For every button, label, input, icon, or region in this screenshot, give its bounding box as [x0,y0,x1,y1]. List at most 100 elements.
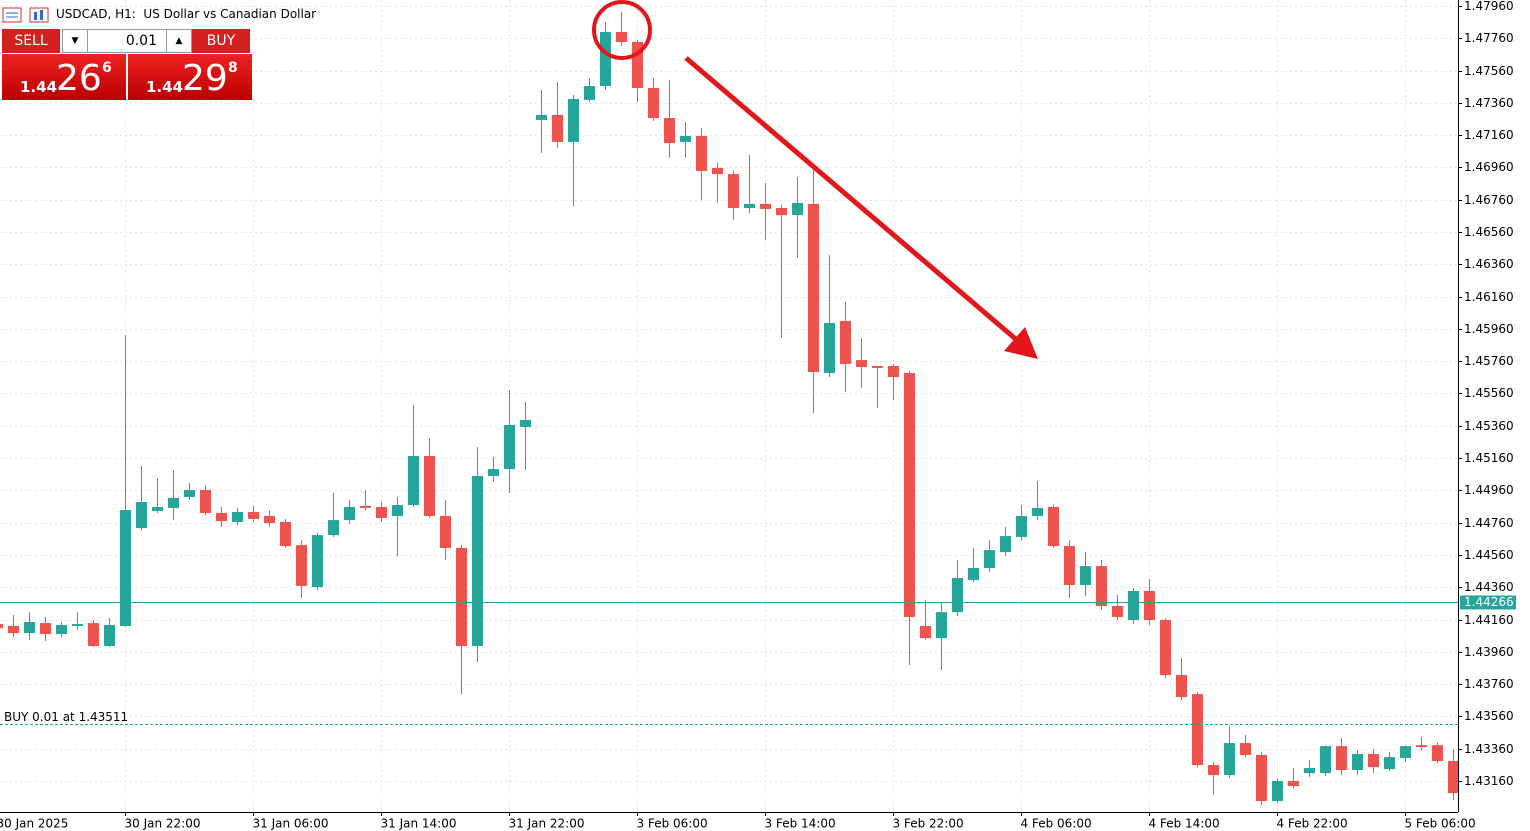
candle-body [648,87,659,119]
ask-big: 1.44 [146,78,184,96]
arrow-head [1004,327,1038,359]
candle-body [1064,546,1075,585]
candle-body [1336,746,1347,771]
candle-body [840,320,851,364]
icon-bar [40,10,43,20]
candle-body [104,625,115,647]
candle-body [88,623,99,647]
current-price-label: 1.44266 [1464,595,1514,609]
x-tick-label: 4 Feb 06:00 [1021,817,1092,831]
candle-body [1176,675,1187,698]
candle-body [712,167,723,175]
order-label: BUY 0.01 at 1.43511 [4,710,128,724]
candle-body [392,505,403,517]
candle-body [984,550,995,569]
candle-body [1000,536,1011,553]
candle-body [1016,516,1027,538]
ask-box[interactable]: 1.44 29 8 [128,54,252,100]
x-tick-label: 30 Jan 22:00 [125,817,201,831]
y-tick-label: 1.43760 [1464,677,1514,691]
candle-body [248,512,259,519]
y-tick-label: 1.43960 [1464,645,1514,659]
volume-down[interactable]: ▼ [63,30,88,52]
x-tick-label: 5 Feb 06:00 [1405,817,1476,831]
candle-body [744,203,755,208]
icon [2,7,22,23]
candle-body [376,506,387,518]
x-tick-label: 3 Feb 14:00 [765,817,836,831]
y-tick-label: 1.44960 [1464,483,1514,497]
candle-body [1080,566,1091,585]
candle-body [584,86,595,100]
volume-value[interactable]: 0.01 [125,33,157,49]
icon-bar [34,12,37,20]
x-tick-label: 31 Jan 14:00 [381,817,457,831]
candle-body [0,624,3,629]
candle-body [920,625,931,639]
candle-body [904,372,915,617]
volume-up[interactable]: ▲ [166,30,191,52]
symbol-title: USDCAD, H1: US Dollar vs Canadian Dollar [56,7,317,21]
candle-body [504,424,515,470]
candle-body [824,322,835,373]
candle-body [1096,566,1107,606]
bid-big: 1.44 [20,78,58,96]
candle-body [1224,743,1235,776]
toolbar-icons [2,7,49,23]
candle-body [344,506,355,521]
bid-box[interactable]: 1.44 26 6 [2,54,126,100]
candle-body [152,506,163,512]
candle-body [1128,590,1139,621]
candle-body [1304,768,1315,774]
candle-body [1208,765,1219,776]
trend-arrow [684,56,1020,343]
y-tick-label: 1.45760 [1464,354,1514,368]
candle-body [296,545,307,586]
x-tick-label: 3 Feb 22:00 [893,817,964,831]
candle-body [1400,746,1411,759]
candle-body [1112,605,1123,617]
candle-body [680,135,691,142]
candle-body [1416,745,1427,748]
trade-panel: USDCAD, H1: US Dollar vs Canadian Dollar… [0,0,316,102]
candle-body [1192,694,1203,766]
buy-button[interactable]: BUY [192,29,250,53]
candle-body [1384,757,1395,770]
y-tick-label: 1.47760 [1464,31,1514,45]
candle-body [136,501,147,528]
candle-body [280,522,291,547]
bid-pips: 26 [56,58,102,99]
candle-body [232,512,243,523]
candle-body [696,135,707,171]
candle-body [1432,745,1443,761]
candle-body [520,419,531,428]
candle-body [776,207,787,216]
marks: BUY 0.01 at 1.43511 [0,11,1459,806]
sell-button[interactable]: SELL [2,29,60,53]
candle-body [808,203,819,373]
candle-body [1448,760,1459,794]
candle-body [1368,754,1379,768]
candle-body [216,512,227,522]
candle-body [1160,620,1171,676]
candle-body [1048,506,1059,547]
y-tick-label: 1.44160 [1464,613,1514,627]
y-tick-label: 1.45960 [1464,322,1514,336]
candle-body [1256,755,1267,802]
y-tick-label: 1.46560 [1464,225,1514,239]
candle-body [760,203,771,209]
volume-field[interactable]: ▼ 0.01 ▲ [62,29,192,53]
candle-body [264,516,275,523]
candle-body [536,114,547,120]
y-tick-label: 1.46160 [1464,290,1514,304]
candle-body [488,469,499,476]
candle-body [792,202,803,216]
y-tick-label: 1.47960 [1464,0,1514,13]
candle-body [8,625,19,634]
candle-body [168,497,179,508]
y-tick-label: 1.47360 [1464,96,1514,110]
candle-body [872,366,883,368]
candle-body [472,475,483,647]
candle-body [424,455,435,517]
